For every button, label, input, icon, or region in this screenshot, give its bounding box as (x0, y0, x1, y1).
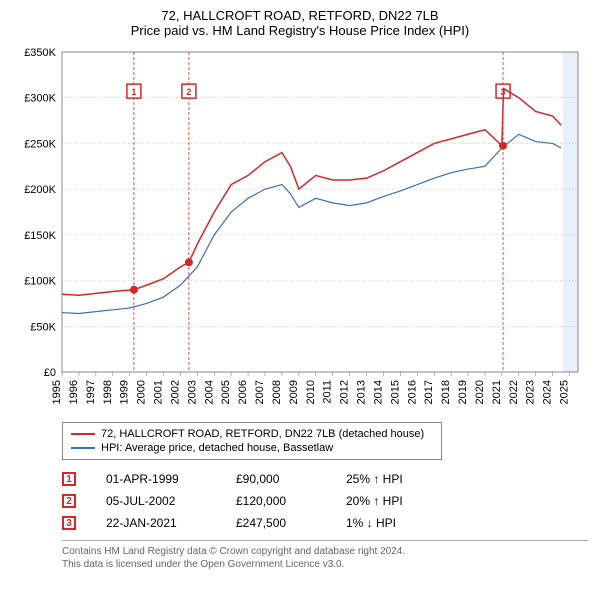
svg-text:£50K: £50K (30, 321, 56, 333)
legend-label: HPI: Average price, detached house, Bass… (101, 442, 333, 454)
sale-marker-icon: 3 (62, 516, 76, 530)
sale-price: £120,000 (236, 494, 316, 508)
svg-text:£300K: £300K (24, 93, 56, 105)
sales-row: 3 22-JAN-2021 £247,500 1% ↓ HPI (62, 512, 588, 534)
legend-row: 72, HALLCROFT ROAD, RETFORD, DN22 7LB (d… (71, 427, 433, 441)
chart-svg: £0 £50K £100K £150K £200K £250K £300K £350K 1995… (12, 44, 588, 414)
svg-text:1: 1 (131, 87, 136, 97)
svg-text:1996: 1996 (68, 380, 80, 404)
svg-text:1999: 1999 (119, 380, 131, 404)
svg-text:1998: 1998 (102, 380, 114, 404)
footer-line-1: Contains HM Land Registry data © Crown c… (62, 545, 588, 558)
sale-marker-icon: 1 (62, 472, 76, 486)
svg-text:2008: 2008 (271, 380, 283, 404)
svg-text:£100K: £100K (24, 276, 56, 288)
svg-text:2025: 2025 (559, 380, 571, 404)
chart-plot: £0 £50K £100K £150K £200K £250K £300K £350K 1995… (12, 44, 588, 414)
sale-date: 05-JUL-2002 (106, 494, 206, 508)
svg-text:2023: 2023 (525, 380, 537, 404)
svg-text:2010: 2010 (305, 380, 317, 404)
svg-text:2014: 2014 (372, 380, 384, 404)
legend-label: 72, HALLCROFT ROAD, RETFORD, DN22 7LB (d… (101, 428, 424, 440)
svg-text:2006: 2006 (237, 380, 249, 404)
svg-text:2005: 2005 (220, 380, 232, 404)
svg-text:2011: 2011 (322, 380, 334, 404)
svg-text:2004: 2004 (203, 380, 215, 404)
svg-text:2016: 2016 (406, 380, 418, 404)
svg-text:2000: 2000 (136, 380, 148, 404)
svg-text:1997: 1997 (85, 380, 97, 404)
svg-text:2012: 2012 (339, 380, 351, 404)
legend-swatch (71, 433, 95, 435)
svg-text:2007: 2007 (254, 380, 266, 404)
sales-table: 1 01-APR-1999 £90,000 25% ↑ HPI 2 05-JUL-2002… (62, 468, 588, 534)
sale-date: 01-APR-1999 (106, 472, 206, 486)
svg-text:2018: 2018 (440, 380, 452, 404)
chart-footer: Contains HM Land Registry data © Crown c… (62, 540, 588, 571)
footer-line-2: This data is licensed under the Open Gov… (62, 558, 588, 571)
svg-text:2013: 2013 (356, 380, 368, 404)
svg-text:£0: £0 (44, 367, 56, 379)
sale-marker-icon: 2 (62, 494, 76, 508)
chart-subtitle: Price paid vs. HM Land Registry's House … (12, 23, 588, 38)
svg-text:£350K: £350K (24, 47, 56, 59)
svg-text:2001: 2001 (153, 380, 165, 404)
chart-container: 72, HALLCROFT ROAD, RETFORD, DN22 7LB Pr… (0, 0, 600, 590)
svg-text:2019: 2019 (457, 380, 469, 404)
chart-title: 72, HALLCROFT ROAD, RETFORD, DN22 7LB (12, 8, 588, 23)
svg-text:2021: 2021 (491, 380, 503, 404)
sale-pct: 1% ↓ HPI (346, 516, 436, 530)
legend-box: 72, HALLCROFT ROAD, RETFORD, DN22 7LB (d… (62, 422, 442, 460)
sales-row: 1 01-APR-1999 £90,000 25% ↑ HPI (62, 468, 588, 490)
svg-text:2020: 2020 (474, 380, 486, 404)
svg-text:2009: 2009 (288, 380, 300, 404)
sale-pct: 20% ↑ HPI (346, 494, 436, 508)
sale-date: 22-JAN-2021 (106, 516, 206, 530)
svg-text:2015: 2015 (389, 380, 401, 404)
sale-pct: 25% ↑ HPI (346, 472, 436, 486)
svg-text:£200K: £200K (24, 184, 56, 196)
svg-text:2017: 2017 (423, 380, 435, 404)
svg-text:1995: 1995 (51, 380, 63, 404)
svg-text:2022: 2022 (508, 380, 520, 404)
legend-swatch (71, 447, 95, 449)
svg-text:£250K: £250K (24, 138, 56, 150)
svg-text:2002: 2002 (169, 380, 181, 404)
sale-price: £90,000 (236, 472, 316, 486)
svg-text:2003: 2003 (186, 380, 198, 404)
legend-row: HPI: Average price, detached house, Bass… (71, 441, 433, 455)
svg-text:2024: 2024 (542, 380, 554, 404)
svg-text:£150K: £150K (24, 230, 56, 242)
sale-price: £247,500 (236, 516, 316, 530)
svg-text:2: 2 (186, 87, 191, 97)
sales-row: 2 05-JUL-2002 £120,000 20% ↑ HPI (62, 490, 588, 512)
